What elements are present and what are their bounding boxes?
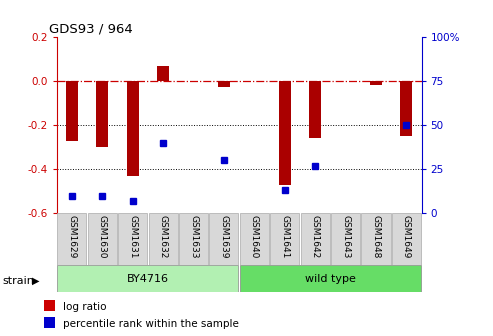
Bar [331, 213, 360, 265]
Bar [66, 81, 78, 140]
Bar [218, 81, 230, 87]
Bar [240, 265, 421, 292]
Bar [370, 81, 382, 85]
Bar [118, 213, 147, 265]
Bar [279, 81, 291, 185]
Bar [96, 81, 108, 147]
Text: log ratio: log ratio [63, 302, 106, 312]
Bar [210, 213, 239, 265]
Text: GDS93 / 964: GDS93 / 964 [49, 23, 133, 36]
Text: GSM1633: GSM1633 [189, 215, 198, 259]
Bar [148, 213, 177, 265]
Bar [127, 81, 139, 176]
Bar [361, 213, 390, 265]
Bar [240, 213, 269, 265]
Bar [57, 213, 86, 265]
Bar [270, 213, 299, 265]
Text: GSM1631: GSM1631 [128, 215, 137, 259]
Bar [88, 213, 117, 265]
Text: GSM1648: GSM1648 [371, 215, 381, 259]
Text: strain: strain [2, 276, 35, 286]
Bar [392, 213, 421, 265]
Text: GSM1640: GSM1640 [250, 215, 259, 259]
Text: GSM1642: GSM1642 [311, 215, 319, 259]
Text: GSM1629: GSM1629 [68, 215, 76, 259]
Bar [309, 81, 321, 138]
Text: GSM1643: GSM1643 [341, 215, 350, 259]
Bar [57, 265, 239, 292]
Text: ▶: ▶ [32, 276, 39, 286]
Text: GSM1632: GSM1632 [159, 215, 168, 259]
Bar [179, 213, 208, 265]
Text: GSM1630: GSM1630 [98, 215, 107, 259]
Text: percentile rank within the sample: percentile rank within the sample [63, 319, 239, 329]
Text: BY4716: BY4716 [127, 274, 169, 284]
Bar [157, 66, 169, 81]
Bar [400, 81, 412, 136]
Text: wild type: wild type [305, 274, 356, 284]
Text: GSM1649: GSM1649 [402, 215, 411, 259]
Bar [301, 213, 330, 265]
Text: GSM1641: GSM1641 [280, 215, 289, 259]
Text: GSM1639: GSM1639 [219, 215, 228, 259]
